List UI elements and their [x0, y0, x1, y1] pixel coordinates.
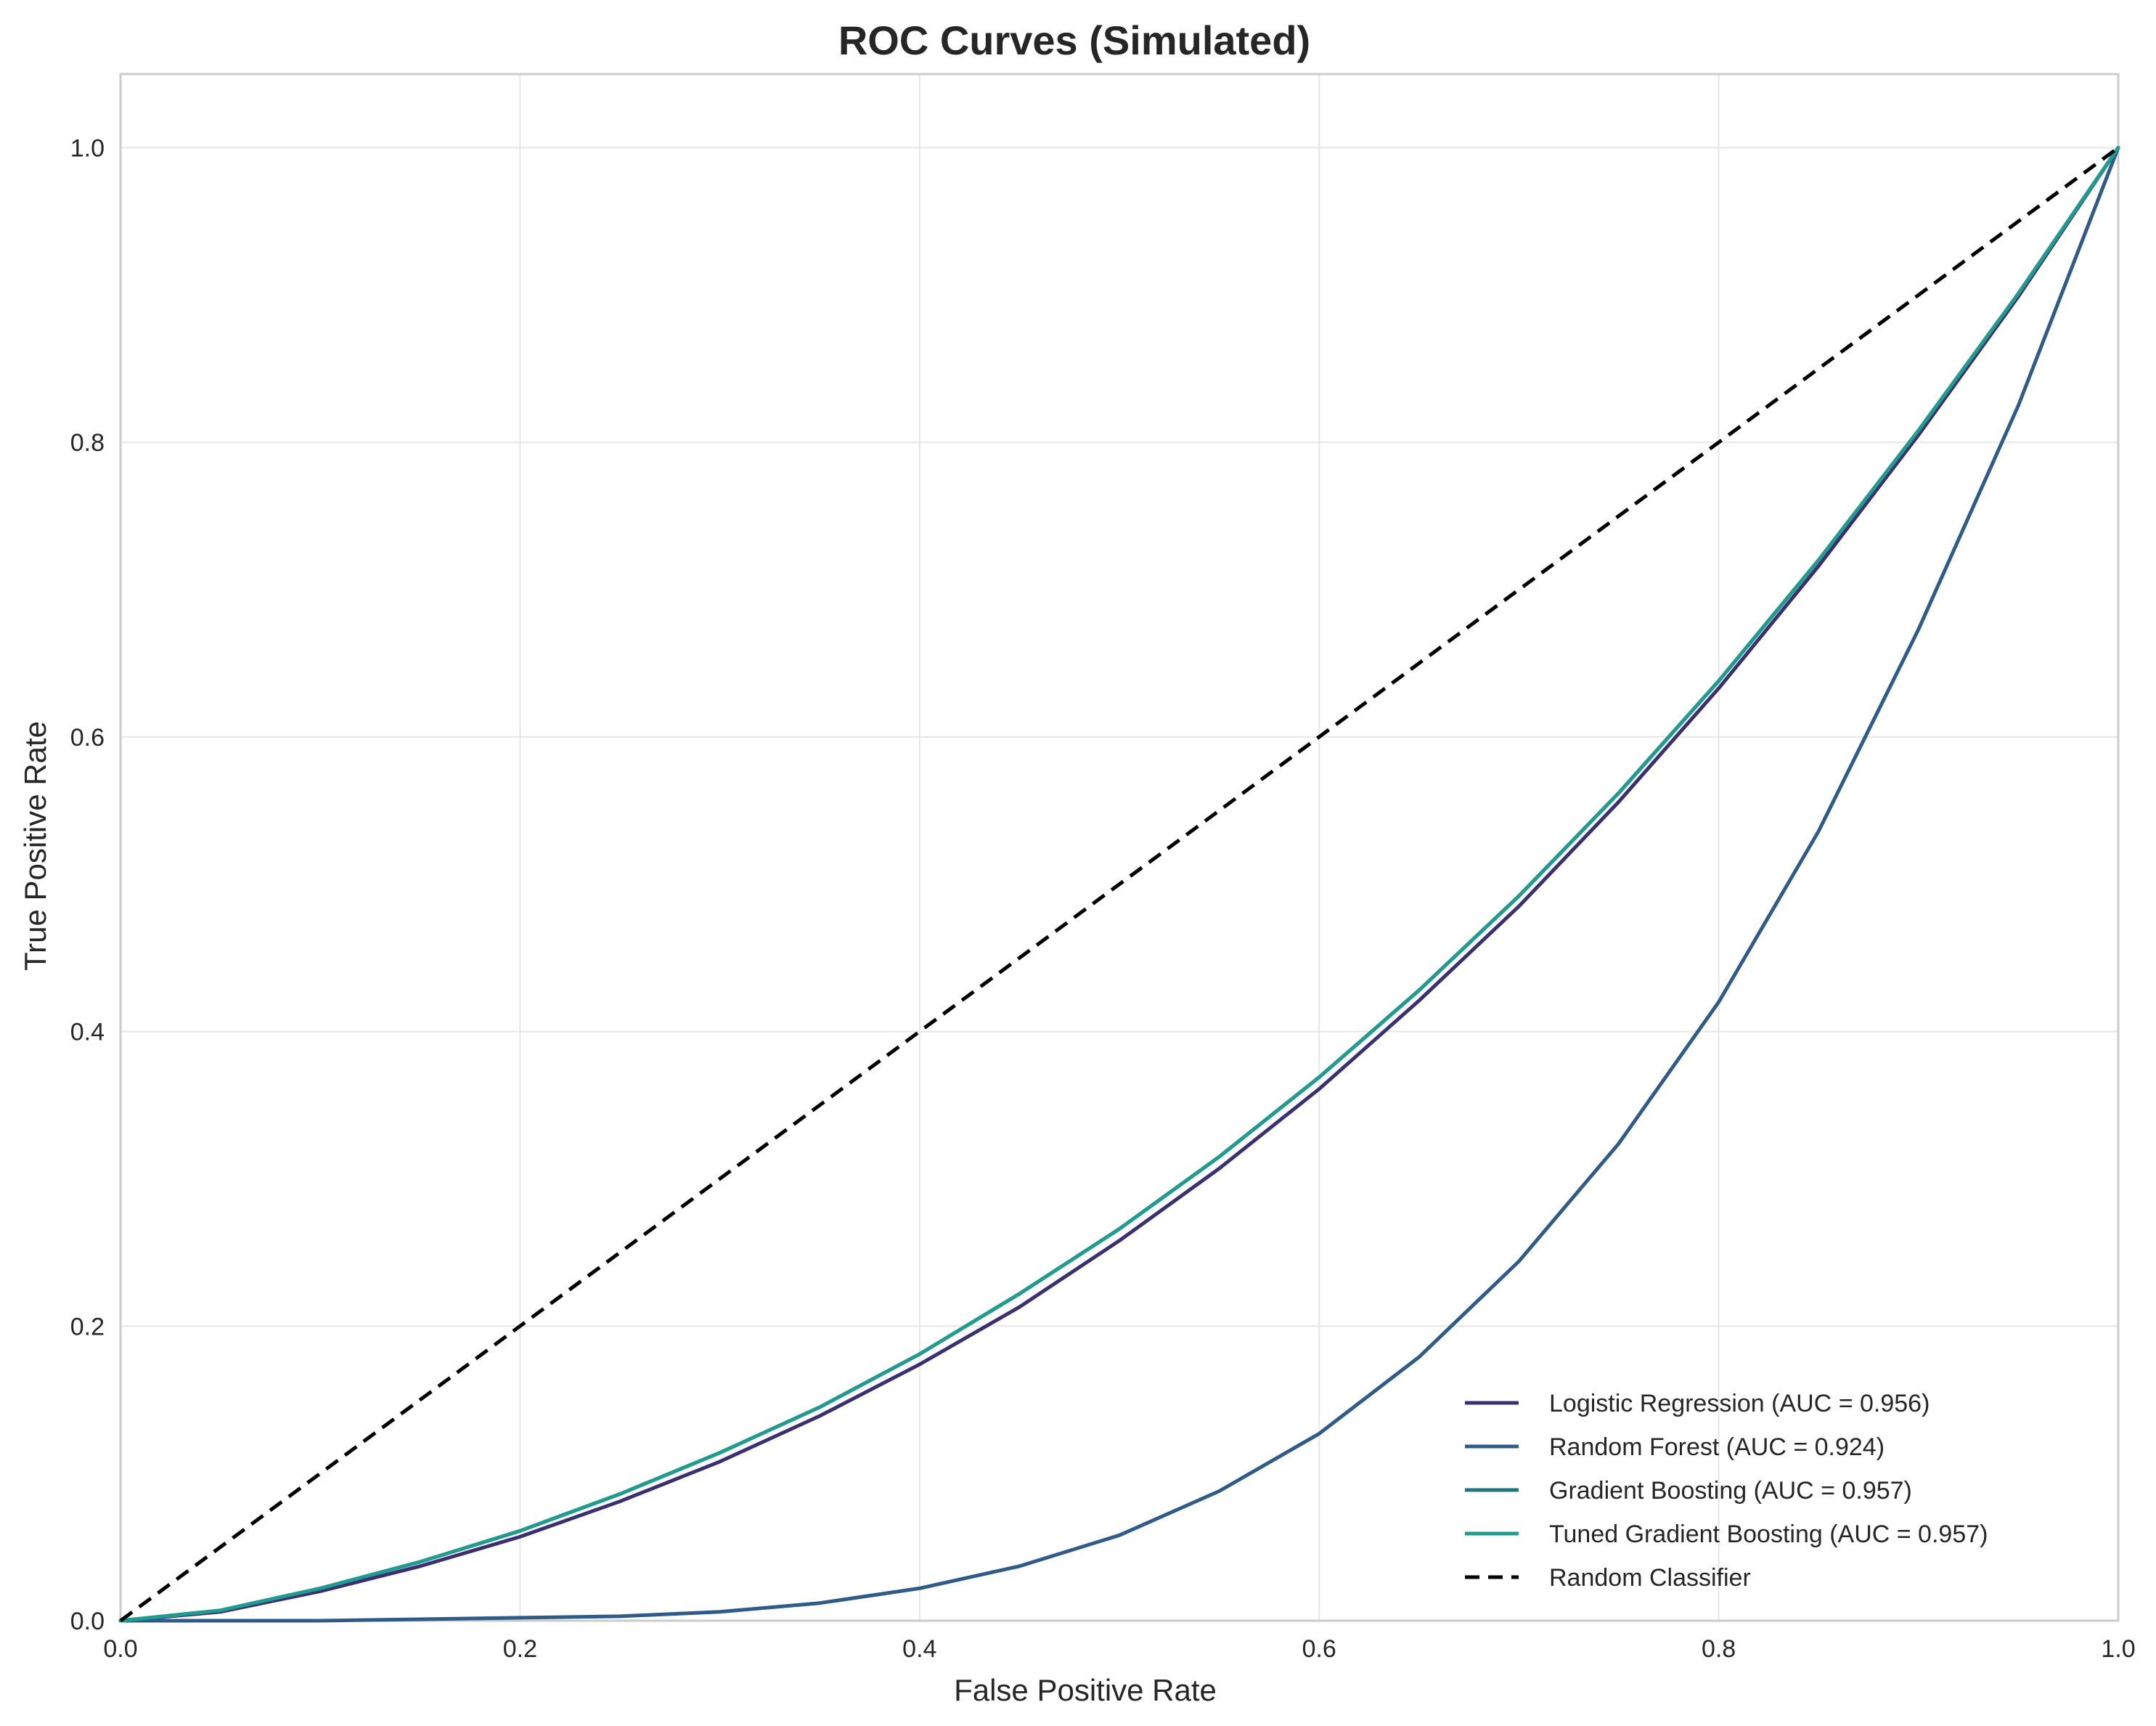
- chart-title: ROC Curves (Simulated): [838, 17, 1310, 63]
- x-tick-label: 0.0: [103, 1635, 137, 1663]
- x-tick-label: 0.2: [503, 1635, 537, 1663]
- y-tick-label: 0.6: [70, 724, 105, 752]
- tick-labels: 0.0 0.2 0.4 0.6 0.8 1.0 0.0 0.2 0.4 0.6 0.8 1.0: [70, 134, 2136, 1663]
- legend-entry: Tuned Gradient Boosting (AUC = 0.957): [1549, 1521, 1988, 1548]
- legend-entry: Logistic Regression (AUC = 0.956): [1549, 1390, 1930, 1417]
- x-tick-label: 0.4: [902, 1635, 936, 1663]
- series-line-3: [118, 145, 2120, 1623]
- x-axis-label: False Positive Rate: [954, 1673, 1217, 1707]
- series-line-1: [118, 145, 2120, 1623]
- legend-entry: Random Forest (AUC = 0.924): [1549, 1433, 1885, 1461]
- y-tick-label: 1.0: [70, 134, 105, 162]
- series-line-4: [119, 146, 2120, 1623]
- x-tick-label: 1.0: [2101, 1635, 2135, 1663]
- x-tick-label: 0.6: [1302, 1635, 1336, 1663]
- y-axis-label: True Positive Rate: [18, 721, 52, 971]
- x-tick-label: 0.8: [1702, 1635, 1736, 1663]
- y-tick-label: 0.0: [70, 1608, 105, 1635]
- plot-frame: [119, 73, 2120, 1622]
- y-tick-label: 0.8: [70, 429, 105, 457]
- y-tick-label: 0.4: [70, 1019, 105, 1046]
- series-line-0: [118, 145, 2120, 1623]
- y-tick-label: 0.2: [70, 1313, 105, 1340]
- legend-entry: Random Classifier: [1549, 1564, 1751, 1592]
- legend: Logistic Regression (AUC = 0.956) Random …: [1465, 1390, 1988, 1592]
- series-layer: [118, 145, 2120, 1623]
- legend-entry: Gradient Boosting (AUC = 0.957): [1549, 1477, 1912, 1505]
